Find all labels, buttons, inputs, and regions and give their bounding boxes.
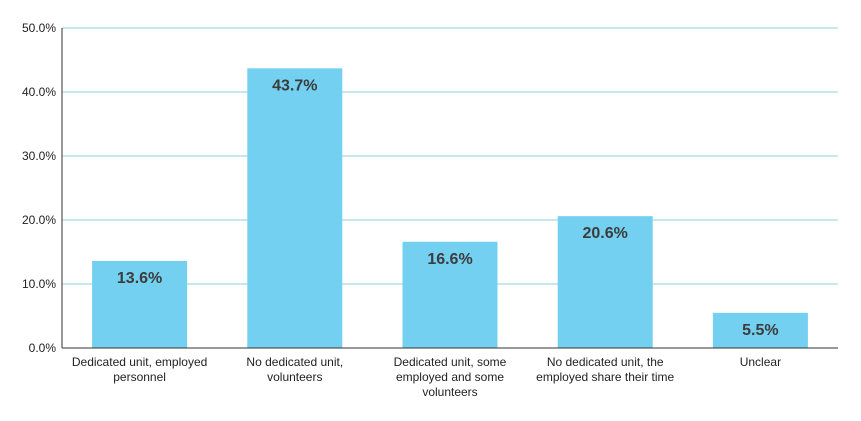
data-label: 16.6% <box>427 251 472 268</box>
category-label-line: Dedicated unit, some <box>394 355 507 369</box>
y-tick-label: 10.0% <box>22 277 56 291</box>
bar <box>402 241 498 348</box>
y-tick-label: 40.0% <box>22 85 56 99</box>
category-label: No dedicated unit, volunteers <box>246 355 343 384</box>
data-label: 5.5% <box>742 322 778 339</box>
axes <box>61 28 838 349</box>
bar <box>712 312 808 348</box>
y-tick-label: 30.0% <box>22 149 56 163</box>
data-label: 43.7% <box>272 77 317 94</box>
x-axis-category-labels: Dedicated unit, employed personnel No dedi… <box>72 355 781 399</box>
category-label: Dedicated unit, some employed and some vol… <box>394 355 507 399</box>
y-tick-label: 0.0% <box>29 341 57 355</box>
category-label-line: volunteers <box>422 385 477 399</box>
data-labels: 13.6% 43.7% 16.6% 20.6% 5.5% <box>117 77 779 338</box>
category-label: Unclear <box>740 355 781 369</box>
y-tick-label: 20.0% <box>22 213 56 227</box>
category-label-line: employed and some <box>396 370 504 384</box>
bar <box>92 260 188 348</box>
category-label-line: Dedicated unit, employed <box>72 355 207 369</box>
y-tick-label: 50.0% <box>22 21 56 35</box>
category-label: Dedicated unit, employed personnel <box>72 355 207 384</box>
category-label: No dedicated unit, the employed share the… <box>536 355 674 384</box>
data-label: 13.6% <box>117 270 162 287</box>
gridlines <box>62 27 838 285</box>
category-label-line: No dedicated unit, the <box>547 355 664 369</box>
category-label-line: personnel <box>113 370 166 384</box>
y-axis-tick-labels: 0.0% 10.0% 20.0% 30.0% 40.0% 50.0% <box>22 21 56 355</box>
category-label-line: No dedicated unit, <box>246 355 343 369</box>
bars <box>92 68 808 348</box>
bar <box>557 216 653 348</box>
category-label-line: employed share their time <box>536 370 674 384</box>
bar <box>247 68 343 348</box>
data-label: 20.6% <box>583 225 628 242</box>
category-label-line: Unclear <box>740 355 781 369</box>
category-label-line: volunteers <box>267 370 322 384</box>
